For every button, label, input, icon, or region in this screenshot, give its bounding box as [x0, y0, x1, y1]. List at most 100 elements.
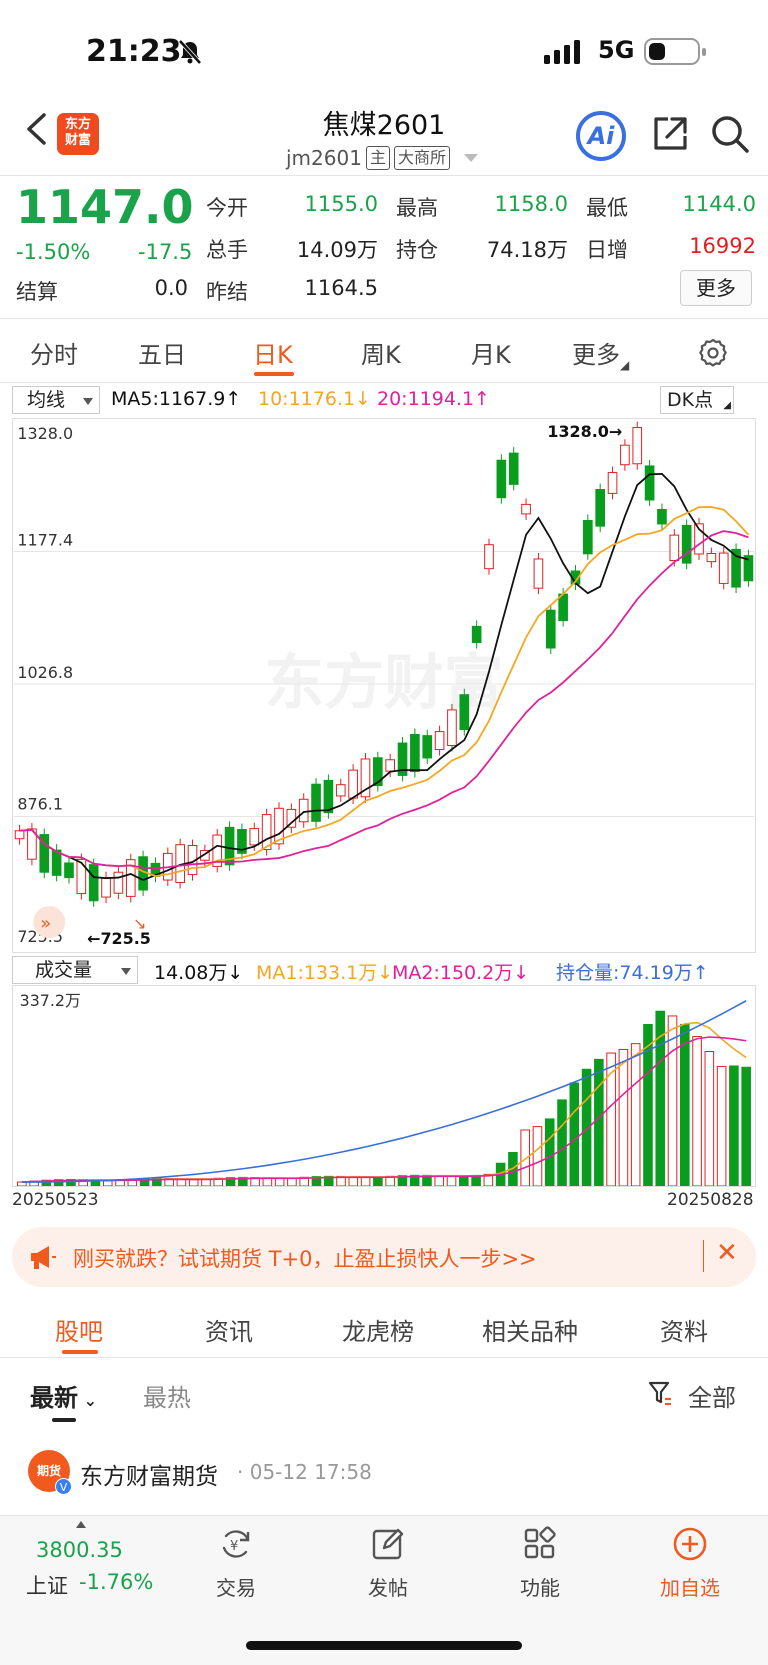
post-button[interactable]: 发帖 [348, 1526, 428, 1601]
candle [64, 862, 74, 879]
indicator-select[interactable]: 均线 [12, 386, 100, 414]
candle [583, 519, 593, 555]
caret-up-icon [76, 1521, 86, 1528]
volume-bar [655, 1010, 666, 1186]
volume-bar [594, 1058, 604, 1186]
tab-more-periods[interactable]: 更多◢ [572, 341, 630, 372]
index-change[interactable]: -1.76% [79, 1570, 154, 1594]
candle [348, 769, 358, 799]
tab-news[interactable]: 资讯 [205, 1318, 253, 1346]
candle [521, 503, 531, 515]
share-icon[interactable] [650, 114, 690, 154]
tab-related[interactable]: 相关品种 [482, 1318, 578, 1346]
svg-text:↘: ↘ [133, 914, 146, 933]
promo-banner[interactable] [12, 1227, 756, 1287]
dk-point-select[interactable]: DK点 ◢ [660, 386, 734, 414]
candle [237, 828, 247, 854]
tab-profile[interactable]: 资料 [660, 1318, 708, 1346]
candle [718, 552, 729, 584]
vol-ma2-label: MA2:150.2万↓ [392, 962, 530, 984]
filter-icon[interactable] [648, 1380, 672, 1408]
y-label-3: 1026.8 [17, 663, 73, 682]
main-contract-badge: 主 [365, 146, 390, 170]
candle [101, 877, 111, 898]
candle [76, 858, 87, 895]
volume-bar [348, 1176, 359, 1186]
volume-bar [373, 1176, 383, 1186]
more-quote-button[interactable]: 更多 [680, 270, 752, 306]
gear-icon[interactable] [697, 337, 729, 369]
volume-bar [581, 1068, 592, 1186]
candle [14, 830, 25, 840]
volume-bar [287, 1177, 297, 1186]
change-amount: -17.5 [138, 240, 193, 264]
dk-signal-icon: ↘ [133, 914, 146, 933]
sort-indicator [52, 1418, 76, 1422]
volume-bar [409, 1174, 420, 1186]
ma5-line [19, 472, 749, 882]
volume-bar [397, 1175, 408, 1186]
tab-monthly-k[interactable]: 月K [471, 341, 511, 369]
open-interest-label-chart: 持仓量:74.19万↑ [556, 962, 709, 984]
promo-text[interactable]: 刚买就跌？试试期货 T+0，止盈止损快人一步>> [73, 1247, 537, 1271]
active-bottom-tab-indicator [62, 1350, 98, 1354]
ma20-label: 20:1194.1↑ [377, 388, 490, 410]
volume-bar [152, 1177, 162, 1186]
candle [459, 694, 470, 731]
ai-assistant-button[interactable]: Ai [576, 111, 626, 161]
candle [706, 553, 717, 563]
add-watchlist-button[interactable]: 加自选 [650, 1526, 730, 1601]
tab-daily-k[interactable]: 日K [253, 341, 293, 369]
megaphone-icon [31, 1246, 56, 1269]
close-banner-icon[interactable]: ✕ [716, 1238, 738, 1268]
filter-all[interactable]: 全部 [688, 1384, 736, 1412]
post-author[interactable]: 东方财富期货 [80, 1464, 218, 1490]
open-label: 今开 [206, 196, 248, 220]
status-bar: 21:23 5G [0, 0, 768, 100]
volume-label: 总手 [206, 238, 248, 262]
volume-bar [569, 1082, 580, 1186]
candle [496, 459, 507, 499]
volume-bar [102, 1180, 113, 1186]
search-icon[interactable] [710, 114, 750, 154]
trade-button[interactable]: ¥ 交易 [196, 1526, 276, 1601]
candle [373, 757, 383, 787]
home-indicator [246, 1641, 522, 1650]
sort-latest[interactable]: 最新 ⌄ [30, 1384, 97, 1412]
volume-bar [618, 1048, 629, 1186]
sort-hot[interactable]: 最热 [143, 1384, 191, 1412]
volume-bar [459, 1175, 469, 1186]
tab-dragon-tiger[interactable]: 龙虎榜 [342, 1318, 414, 1346]
volume-chart[interactable]: 337.2万 20250523 [12, 985, 756, 1187]
svg-text:¥: ¥ [230, 1539, 238, 1554]
candle [471, 625, 482, 643]
candle [224, 826, 235, 866]
volume-bar [692, 1036, 702, 1186]
volume-bar [729, 1065, 739, 1186]
candle [200, 850, 210, 861]
page-title: 焦煤2601 [322, 110, 446, 141]
chevron-down-icon [463, 154, 478, 162]
index-value[interactable]: 3800.35 [36, 1538, 123, 1562]
tab-weekly-k[interactable]: 周K [361, 341, 401, 369]
candle [447, 709, 457, 747]
index-name[interactable]: 上证 [26, 1574, 68, 1598]
tab-forum[interactable]: 股吧 [55, 1318, 103, 1346]
volume-indicator-select[interactable]: 成交量 [12, 956, 138, 984]
vol-ma1-label: MA1:133.1万↓ [256, 962, 394, 984]
ma5-label: MA5:1167.9↑ [111, 388, 242, 410]
change-percent: -1.50% [16, 240, 91, 264]
back-arrow-icon[interactable] [24, 112, 48, 146]
tab-five-day[interactable]: 五日 [138, 341, 186, 369]
tab-intraday[interactable]: 分时 [30, 341, 78, 369]
candle [422, 735, 433, 759]
contract-selector[interactable]: jm2601 主 大商所 [286, 146, 478, 170]
candle [88, 864, 99, 902]
candlestick-chart[interactable]: 东方财富 1328.0 1177.4 1026.8 876.1 725.5 13… [12, 418, 756, 953]
volume-bar [188, 1179, 199, 1186]
open-interest-label: 持仓 [396, 238, 438, 262]
candle [484, 544, 494, 570]
volume-bar [704, 1050, 715, 1186]
functions-button[interactable]: 功能 [500, 1526, 580, 1601]
app-logo: 东方 财富 [57, 113, 99, 155]
